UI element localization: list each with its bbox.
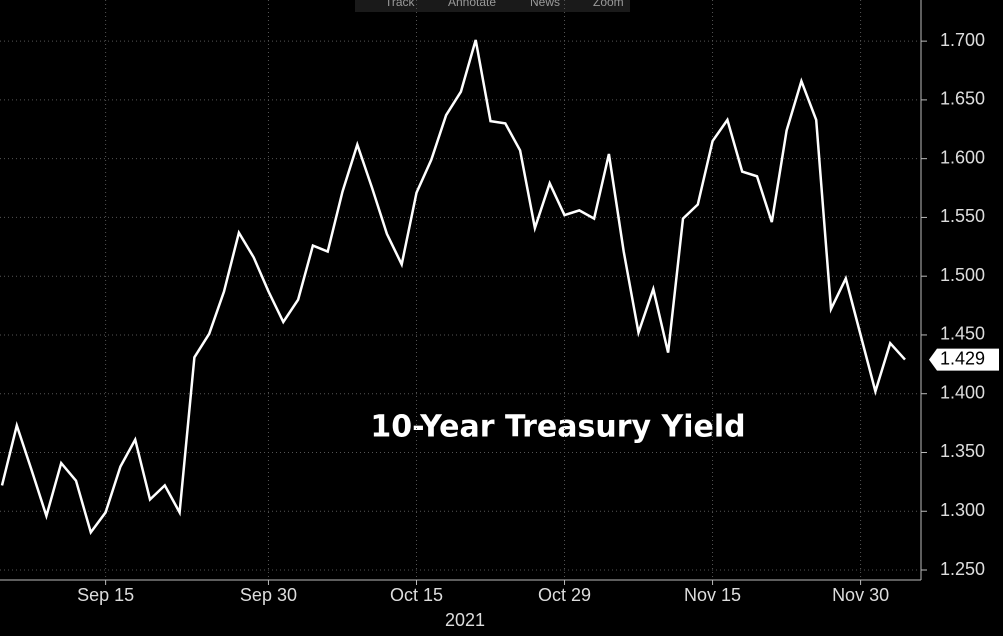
x-tick-label: Nov 30	[832, 585, 889, 605]
x-tick-label: Nov 15	[684, 585, 741, 605]
y-tick-label: 1.700	[940, 30, 985, 50]
y-tick-label: 1.400	[940, 382, 985, 402]
y-tick-label: 1.450	[940, 324, 985, 344]
last-value-badge	[929, 348, 999, 371]
y-tick-label: 1.650	[940, 89, 985, 109]
y-tick-label: 1.600	[940, 147, 985, 167]
line-series	[0, 39, 906, 536]
toolbar-annotate[interactable]: Annotate	[448, 0, 496, 9]
last-value-label: 1.429	[940, 348, 985, 368]
x-tick-label: Sep 30	[240, 585, 297, 605]
y-tick-label: 1.500	[940, 265, 985, 285]
toolbar-bg	[355, 0, 630, 12]
toolbar-track[interactable]: Track	[385, 0, 416, 9]
x-axis-label: 2021	[445, 610, 485, 630]
annotation: 10-Year Treasury Yield	[370, 410, 745, 445]
y-tick-label: 1.350	[940, 441, 985, 461]
y-tick-label: 1.250	[940, 559, 985, 579]
x-tick-label: Oct 15	[390, 585, 443, 605]
x-tick-label: Oct 29	[538, 585, 591, 605]
y-tick-label: 1.550	[940, 206, 985, 226]
y-tick-label: 1.300	[940, 500, 985, 520]
x-tick-label: Sep 15	[77, 585, 134, 605]
toolbar-news[interactable]: News	[530, 0, 560, 9]
toolbar-zoom[interactable]: Zoom	[593, 0, 624, 9]
